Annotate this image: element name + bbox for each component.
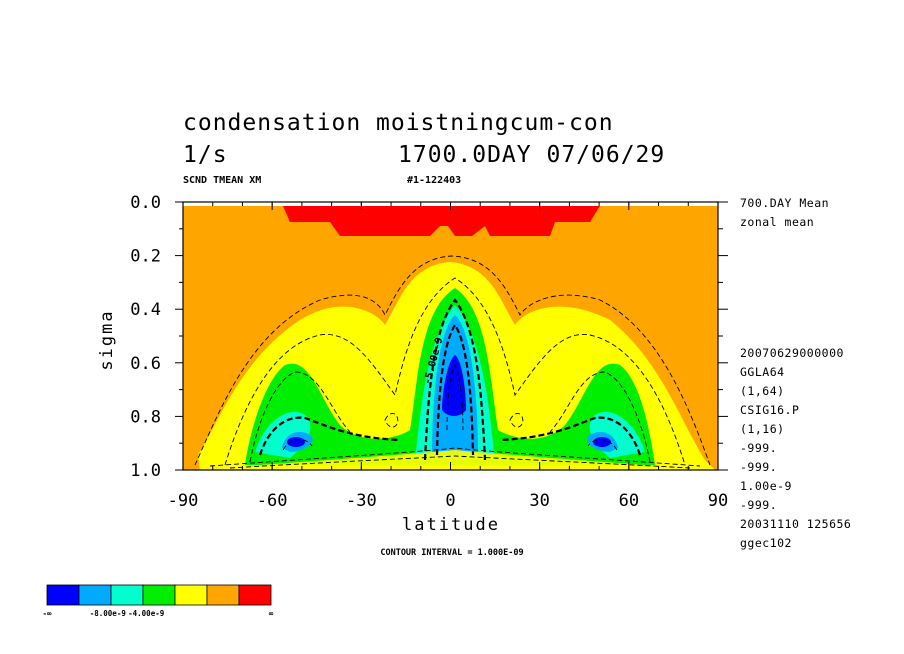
- subtitle-left: SCND TMEAN XM: [183, 175, 261, 186]
- colorbar-label: ∞: [269, 609, 274, 618]
- x-tick-label: 60: [619, 491, 639, 511]
- colorbar-swatch: [46, 584, 80, 606]
- side-label-info: (1,16): [740, 422, 785, 436]
- colorbar-label: -∞: [42, 609, 52, 618]
- side-label-info: (1,64): [740, 384, 785, 398]
- side-label-info: ggec102: [740, 536, 792, 550]
- side-label-info: 20070629000000: [740, 346, 844, 360]
- side-label-info: 1.00e-9: [740, 479, 792, 493]
- shade-blue-equator: [442, 355, 466, 416]
- side-labels-info: 20070629000000 GGLA64 (1,64) CSIG16.P (1,16)…: [740, 346, 851, 550]
- side-label-top: zonal mean: [740, 215, 814, 229]
- shade-boundary-layer: [190, 450, 715, 470]
- title-units: 1/s: [183, 142, 228, 168]
- side-label-info: CSIG16.P: [740, 403, 799, 417]
- colorbar-legend: -∞ -8.00e-9 -4.00e-9 ∞: [42, 584, 274, 618]
- x-tick-label: -90: [168, 491, 199, 511]
- side-label-info: -999.: [740, 498, 777, 512]
- x-tick-label: 30: [529, 491, 549, 511]
- tick-marks: [175, 201, 728, 471]
- shade-blue-north: [593, 437, 611, 447]
- x-tick-label: 0: [445, 491, 455, 511]
- x-tick-label: -60: [257, 491, 288, 511]
- y-tick-label: 0.6: [130, 354, 161, 374]
- y-tick-label: 0.2: [130, 247, 161, 267]
- colorbar-label: -8.00e-9: [90, 609, 127, 618]
- colorbar-swatch: [174, 584, 208, 606]
- x-tick-label: 90: [708, 491, 728, 511]
- y-tick-label: 1.0: [130, 461, 161, 481]
- side-label-info: GGLA64: [740, 365, 785, 379]
- side-label-info: 20031110 125656: [740, 517, 851, 531]
- y-tick-label: 0.4: [130, 300, 161, 320]
- colorbar-swatch: [206, 584, 240, 606]
- contour-interval-label: CONTOUR INTERVAL = 1.000E-09: [380, 548, 523, 558]
- y-tick-label: 0.0: [130, 193, 161, 213]
- colorbar-swatch: [78, 584, 112, 606]
- y-tick-label: 0.8: [130, 407, 161, 427]
- x-axis-label: latitude: [402, 515, 500, 535]
- colorbar-swatch: [238, 584, 272, 606]
- side-label-top: 700.DAY Mean: [740, 196, 829, 210]
- side-labels-top: 700.DAY Mean zonal mean: [740, 196, 829, 229]
- colorbar-swatch: [110, 584, 144, 606]
- side-label-info: -999.: [740, 460, 777, 474]
- contour-plot: -5.00e-9: [183, 206, 718, 470]
- colorbar-swatch: [142, 584, 176, 606]
- tick-labels: -90 -60 -30 0 30 60 90 0.0 0.2 0.4 0.6 0.8 1.0: [130, 193, 728, 511]
- y-axis-label: sigma: [97, 309, 117, 370]
- x-tick-label: -30: [346, 491, 377, 511]
- title-line1: condensation moistningcum-con: [183, 110, 614, 136]
- colorbar-label: -4.00e-9: [128, 609, 165, 618]
- title-time: 1700.0DAY 07/06/29: [398, 142, 665, 168]
- side-label-info: -999.: [740, 441, 777, 455]
- subtitle-right: #1-122403: [407, 175, 461, 186]
- shade-blue-south: [287, 437, 305, 447]
- shade-red-positive: [283, 206, 600, 236]
